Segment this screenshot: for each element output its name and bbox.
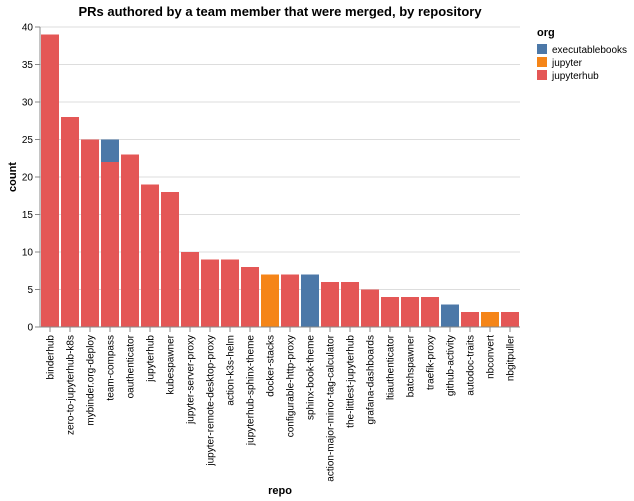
y-tick-label: 5	[27, 285, 33, 296]
chart-title: PRs authored by a team member that were …	[78, 4, 482, 19]
x-tick-label: jupyterhub-sphinx-theme	[246, 335, 257, 446]
legend-swatch-jupyter	[537, 57, 547, 67]
y-tick-label: 10	[22, 248, 34, 259]
bar-jupyter-remote-desktop-proxy-jupyterhub	[201, 259, 219, 327]
x-tick-label: jupyterhub	[146, 335, 157, 383]
y-tick-label: 35	[22, 60, 34, 71]
bar-the-littlest-jupyterhub-jupyterhub	[341, 282, 359, 327]
x-tick-label: docker-stacks	[266, 335, 277, 397]
bar-kubespawner-jupyterhub	[161, 192, 179, 327]
bar-sphinx-book-theme-executablebooks	[301, 274, 319, 327]
bar-jupyter-server-proxy-jupyterhub	[181, 252, 199, 327]
x-tick-label: jupyter-remote-desktop-proxy	[206, 335, 217, 467]
legend-label-jupyterhub: jupyterhub	[551, 71, 599, 82]
legend-label-jupyter: jupyter	[551, 58, 583, 69]
bar-mybinder.org-deploy-jupyterhub	[81, 139, 99, 327]
bar-binderhub-jupyterhub	[41, 34, 59, 327]
x-tick-label: binderhub	[46, 335, 57, 380]
x-tick-label: grafana-dashboards	[366, 335, 377, 425]
bar-configurable-http-proxy-jupyterhub	[281, 274, 299, 327]
y-tick-label: 30	[22, 98, 34, 109]
x-tick-label: mybinder.org-deploy	[86, 335, 97, 426]
axes: 0 5 10 15 20 25 30 35 40 binderhub zero-to-jupyter…	[22, 23, 520, 482]
x-tick-label: nbgitpuller	[506, 334, 517, 381]
bar-team-compass-jupyterhub	[101, 162, 119, 327]
bar-oauthenticator-jupyterhub	[121, 154, 139, 327]
bar-team-compass-executablebooks	[101, 139, 119, 162]
y-tick-label: 25	[22, 135, 34, 146]
x-axis-title: repo	[268, 485, 292, 497]
bar-grafana-dashboards-jupyterhub	[361, 289, 379, 327]
x-tick-label: action-major-minor-tag-calculator	[326, 334, 337, 481]
y-tick-label: 15	[22, 210, 34, 221]
x-tick-label: team-compass	[106, 335, 117, 401]
bar-github-activity-executablebooks	[441, 304, 459, 327]
legend-swatch-executablebooks	[537, 44, 547, 54]
x-tick-label: action-k3s-helm	[226, 335, 237, 406]
x-tick-label: autodoc-traits	[466, 335, 477, 396]
x-tick-label: jupyter-server-proxy	[186, 335, 197, 425]
bar-zero-to-jupyterhub-k8s-jupyterhub	[61, 117, 79, 327]
x-tick-label: configurable-http-proxy	[286, 335, 297, 437]
x-tick-label: kubespawner	[166, 334, 177, 394]
x-tick-label: traefik-proxy	[426, 335, 437, 390]
y-tick-label: 0	[27, 323, 33, 334]
x-tick-label: ltiauthenticator	[386, 334, 397, 400]
x-tick-label: zero-to-jupyterhub-k8s	[66, 335, 77, 435]
bar-jupyterhub-jupyterhub	[141, 184, 159, 327]
legend-title: org	[537, 27, 555, 39]
y-axis-title: count	[7, 162, 19, 192]
x-tick-label: nbconvert	[486, 335, 497, 379]
bar-batchspawner-jupyterhub	[401, 297, 419, 327]
x-tick-label: batchspawner	[406, 334, 417, 397]
grid-lines	[40, 26, 520, 328]
bar-jupyterhub-sphinx-theme-jupyterhub	[241, 267, 259, 327]
x-tick-label: sphinx-book-theme	[306, 335, 317, 420]
x-tick-label: the-littlest-jupyterhub	[346, 335, 357, 428]
bar-docker-stacks-jupyter	[261, 274, 279, 327]
bar-nbgitpuller-jupyterhub	[501, 312, 519, 327]
bar-action-k3s-helm-jupyterhub	[221, 259, 239, 327]
x-tick-label: oauthenticator	[126, 334, 137, 398]
x-tick-label: github-activity	[446, 335, 457, 396]
y-tick-label: 20	[22, 173, 34, 184]
bar-action-major-minor-tag-calculator-jupyterhub	[321, 282, 339, 327]
legend-swatch-jupyterhub	[537, 70, 547, 80]
legend: org executablebooks jupyter jupyterhub	[537, 27, 627, 82]
bars	[41, 34, 519, 327]
bar-traefik-proxy-jupyterhub	[421, 297, 439, 327]
y-tick-label: 40	[22, 23, 34, 34]
bar-nbconvert-jupyter	[481, 312, 499, 327]
bar-autodoc-traits-jupyterhub	[461, 312, 479, 327]
legend-label-executablebooks: executablebooks	[552, 45, 627, 56]
bar-ltiauthenticator-jupyterhub	[381, 297, 399, 327]
